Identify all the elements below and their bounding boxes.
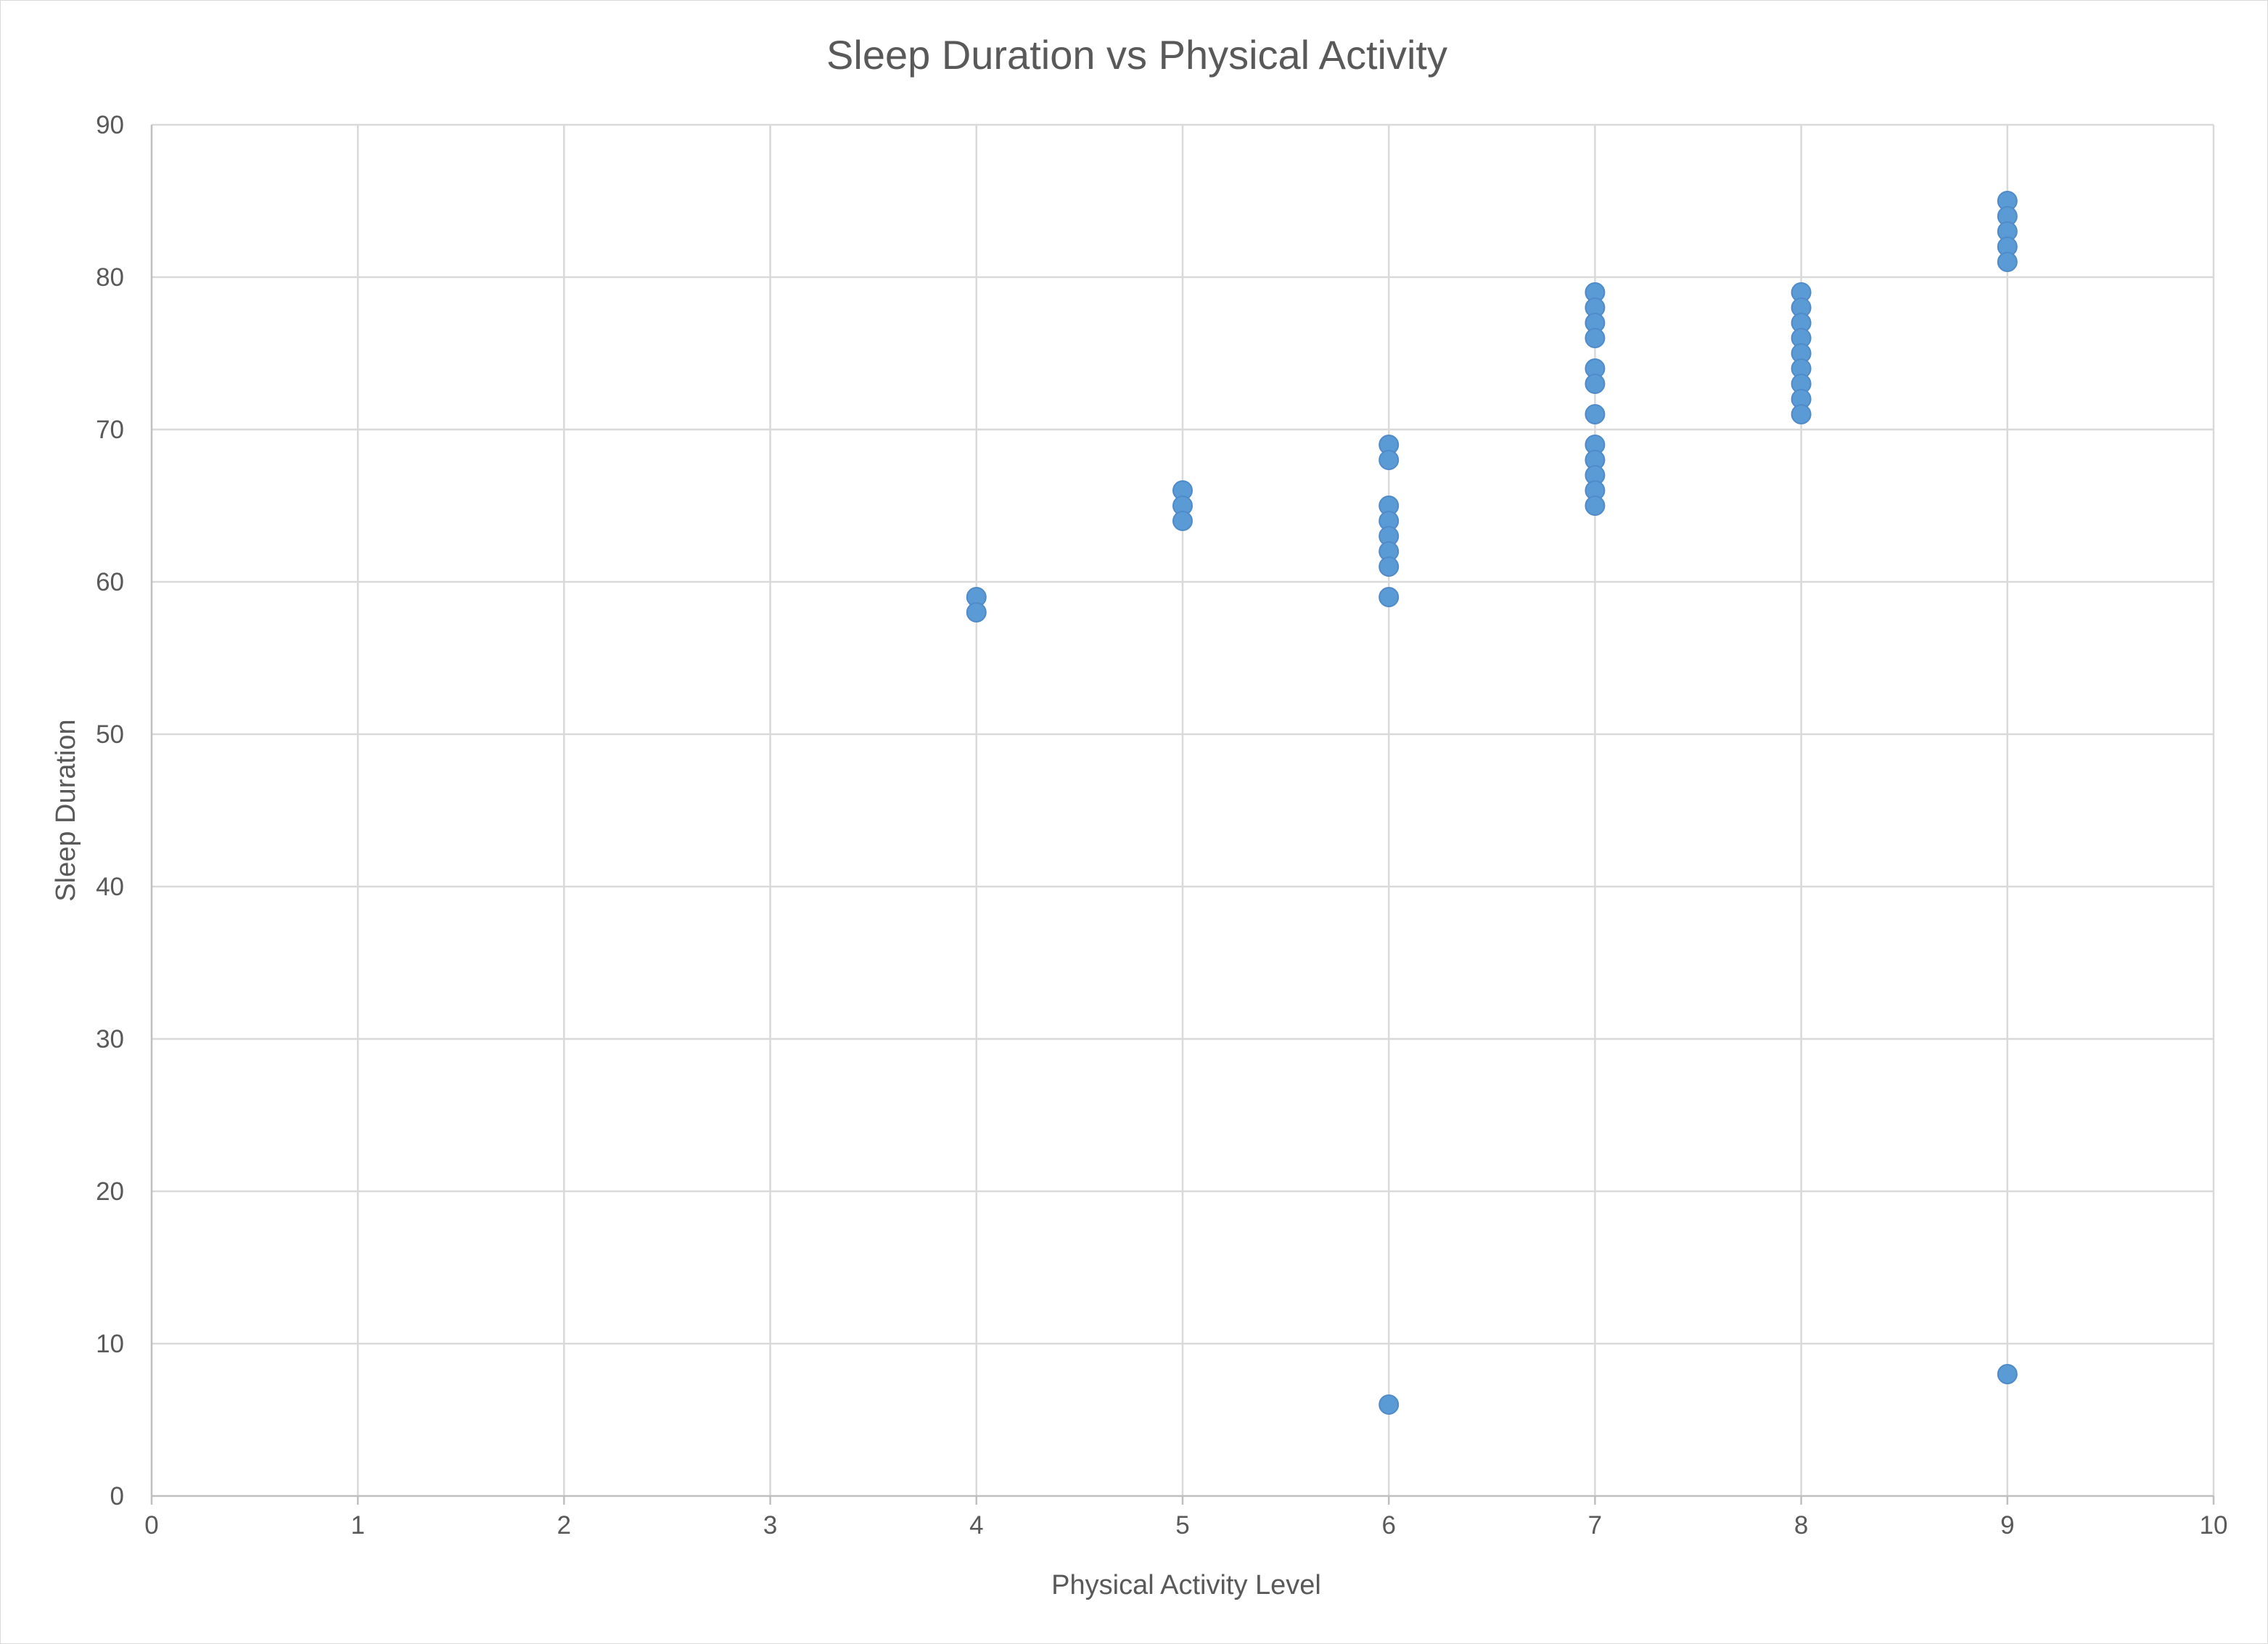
x-tick-label: 5: [1175, 1511, 1189, 1540]
data-point: [1585, 404, 1606, 424]
x-axis-title: Physical Activity Level: [1051, 1570, 1321, 1600]
x-tick-label: 3: [763, 1511, 777, 1540]
data-point: [1585, 374, 1606, 394]
y-tick-label: 50: [96, 720, 124, 749]
y-tick-label: 20: [96, 1177, 124, 1206]
axes: [150, 125, 2215, 1505]
chart-title: Sleep Duration vs Physical Activity: [826, 32, 1447, 78]
data-point: [1379, 450, 1400, 470]
x-tick-label: 8: [1794, 1511, 1808, 1540]
y-tick-label: 0: [110, 1482, 124, 1511]
data-point: [1585, 496, 1606, 516]
x-tick-label: 2: [557, 1511, 571, 1540]
x-tick-label: 9: [2000, 1511, 2014, 1540]
x-tick-label: 6: [1381, 1511, 1395, 1540]
x-tick-label: 1: [350, 1511, 364, 1540]
data-point: [966, 602, 987, 622]
data-points: [966, 191, 2018, 1415]
data-point: [1379, 1394, 1400, 1415]
x-tick-label: 7: [1588, 1511, 1602, 1540]
y-tick-label: 60: [96, 568, 124, 596]
data-point: [1172, 511, 1193, 531]
data-point: [1791, 404, 1812, 424]
y-tick-label: 90: [96, 111, 124, 139]
data-point: [1379, 587, 1400, 607]
data-point: [1997, 1364, 2018, 1384]
grid-lines: [152, 123, 2215, 1496]
y-axis-title: Sleep Duration: [51, 719, 81, 901]
data-point: [1997, 252, 2018, 272]
y-tick-label: 80: [96, 263, 124, 292]
y-tick-label: 30: [96, 1025, 124, 1053]
x-tick-label: 4: [969, 1511, 983, 1540]
y-tick-label: 70: [96, 416, 124, 444]
data-point: [1585, 328, 1606, 348]
tick-labels: 0 1 2 3 4 5 6 7 8 9 10 0 10 20 30 40 50 60 70 80 90: [96, 111, 2227, 1540]
x-tick-label: 0: [144, 1511, 158, 1540]
y-tick-label: 10: [96, 1330, 124, 1358]
x-tick-label: 10: [2200, 1511, 2228, 1540]
data-point: [1379, 556, 1400, 577]
y-tick-label: 40: [96, 873, 124, 901]
